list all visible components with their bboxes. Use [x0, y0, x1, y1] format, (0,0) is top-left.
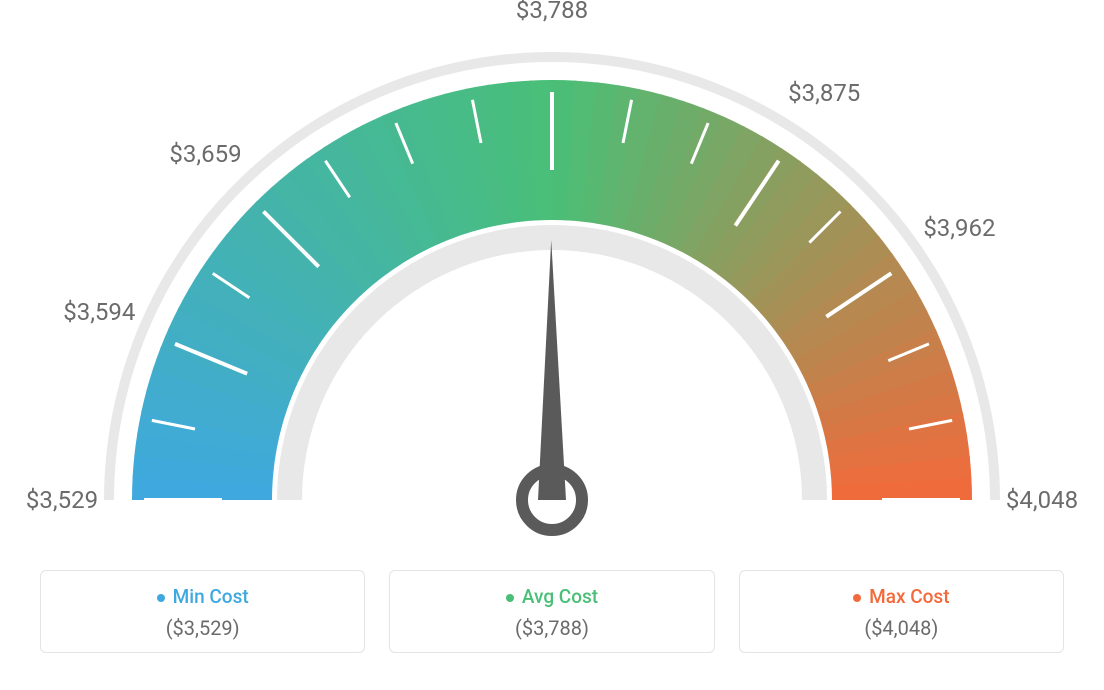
legend-value-max: ($4,048): [750, 616, 1053, 640]
gauge-tick-label: $3,788: [516, 0, 588, 24]
dot-icon: [853, 594, 861, 602]
legend-title-avg: Avg Cost: [400, 585, 703, 608]
legend-title-max: Max Cost: [750, 585, 1053, 608]
dot-icon: [506, 594, 514, 602]
gauge-tick-label: $3,594: [63, 298, 135, 326]
legend-title-text: Min Cost: [173, 585, 249, 608]
gauge-tick-label: $3,529: [26, 486, 98, 514]
gauge-chart: $3,529 $3,594 $3,659 $3,788 $3,875 $3,962 $4,0…: [0, 0, 1104, 560]
legend-title-text: Max Cost: [869, 585, 949, 608]
legend-card-avg: Avg Cost ($3,788): [389, 570, 714, 653]
dot-icon: [157, 594, 165, 602]
legend-title-text: Avg Cost: [522, 585, 598, 608]
legend-card-min: Min Cost ($3,529): [40, 570, 365, 653]
gauge-tick-label: $3,875: [788, 79, 860, 107]
legend-value-min: ($3,529): [51, 616, 354, 640]
gauge-tick-label: $3,659: [169, 140, 241, 168]
gauge-tick-label: $3,962: [923, 214, 995, 242]
legend-title-min: Min Cost: [51, 585, 354, 608]
legend-card-max: Max Cost ($4,048): [739, 570, 1064, 653]
legend-value-avg: ($3,788): [400, 616, 703, 640]
legend: Min Cost ($3,529) Avg Cost ($3,788) Max …: [40, 570, 1064, 653]
gauge-svg: [0, 0, 1104, 560]
gauge-tick-label: $4,048: [1006, 486, 1078, 514]
